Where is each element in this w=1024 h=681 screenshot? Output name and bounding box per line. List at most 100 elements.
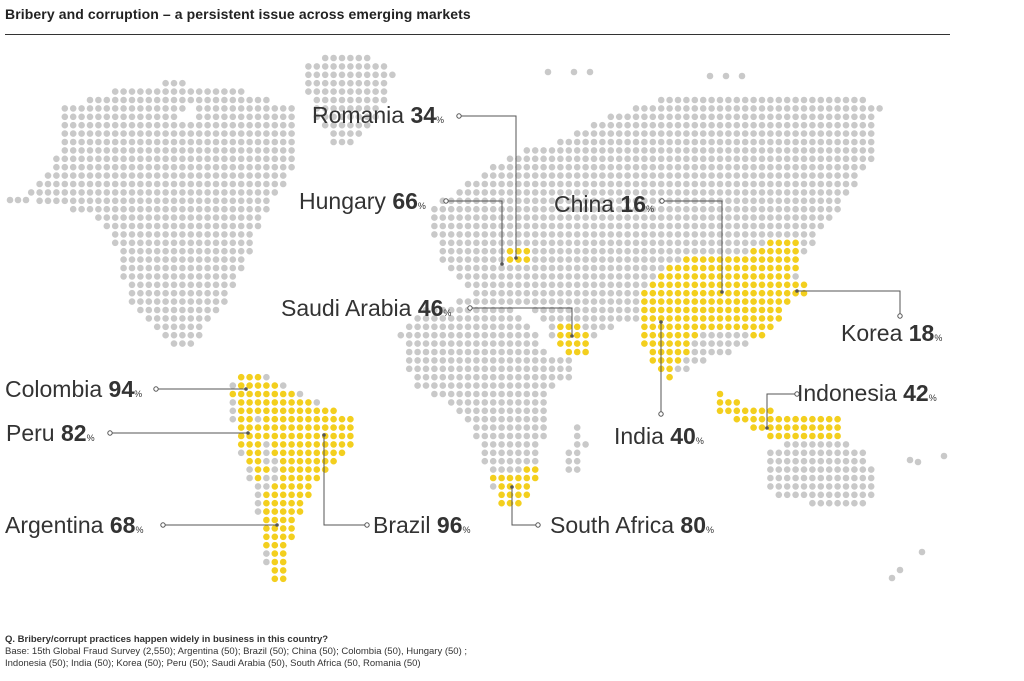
- land-dot: [221, 172, 228, 179]
- land-dot: [825, 180, 833, 188]
- land-dot: [162, 273, 169, 280]
- land-dot: [279, 172, 287, 179]
- land-dot: [624, 306, 631, 314]
- land-dot: [896, 566, 904, 574]
- land-dot: [515, 273, 522, 280]
- land-dot: [683, 222, 690, 230]
- highlight-dot: [674, 340, 682, 347]
- land-dot: [187, 323, 195, 331]
- highlight-dot: [296, 483, 304, 490]
- highlight-dot: [708, 315, 715, 322]
- land-dot: [128, 298, 136, 305]
- land-dot: [792, 273, 799, 280]
- country-name: Peru: [6, 420, 55, 446]
- land-dot: [263, 474, 270, 482]
- land-dot: [405, 323, 413, 331]
- highlight-dot: [330, 415, 337, 423]
- land-dot: [111, 155, 119, 163]
- land-dot: [153, 298, 161, 305]
- land-dot: [321, 54, 329, 62]
- land-dot: [800, 155, 808, 163]
- land-dot: [557, 180, 564, 188]
- land-dot: [313, 63, 321, 70]
- land-dot: [414, 315, 421, 322]
- land-dot: [439, 306, 447, 314]
- land-dot: [137, 281, 144, 289]
- land-dot: [170, 289, 178, 297]
- land-dot: [187, 273, 195, 280]
- land-dot: [624, 147, 631, 154]
- land-dot: [137, 180, 144, 188]
- land-dot: [498, 348, 505, 356]
- highlight-dot: [254, 441, 262, 448]
- land-dot: [128, 256, 136, 263]
- land-dot: [565, 247, 573, 255]
- land-dot: [137, 306, 144, 314]
- land-dot: [540, 407, 547, 415]
- land-dot: [783, 96, 791, 104]
- land-dot: [531, 147, 539, 154]
- land-dot: [775, 457, 783, 465]
- land-dot: [120, 197, 127, 205]
- highlight-dot: [288, 390, 295, 398]
- land-dot: [624, 281, 631, 289]
- land-dot: [809, 121, 816, 129]
- land-dot: [531, 432, 539, 440]
- land-dot: [246, 113, 253, 121]
- land-dot: [145, 315, 153, 322]
- land-dot: [347, 88, 354, 95]
- land-dot: [590, 306, 598, 314]
- highlight-dot: [725, 315, 732, 322]
- land-dot: [271, 189, 279, 196]
- land-dot: [708, 247, 715, 255]
- highlight-dot: [288, 424, 295, 431]
- land-dot: [187, 256, 195, 263]
- land-dot: [809, 172, 816, 179]
- land-dot: [254, 508, 262, 515]
- land-dot: [447, 222, 455, 230]
- highlight-dot: [809, 415, 816, 423]
- land-dot: [204, 264, 211, 272]
- land-dot: [699, 172, 707, 179]
- land-dot: [716, 163, 724, 171]
- land-dot: [78, 197, 85, 205]
- land-dot: [237, 172, 245, 179]
- highlight-dot: [657, 289, 665, 297]
- land-dot: [464, 189, 472, 196]
- highlight-dot: [263, 399, 270, 406]
- land-dot: [515, 231, 522, 238]
- highlight-dot: [649, 323, 657, 331]
- land-dot: [431, 382, 438, 389]
- land-dot: [103, 222, 111, 230]
- land-dot: [523, 457, 531, 465]
- land-dot: [792, 214, 799, 221]
- land-dot: [447, 357, 455, 364]
- land-dot: [212, 121, 220, 129]
- land-dot: [137, 130, 144, 137]
- land-dot: [153, 96, 161, 104]
- land-dot: [859, 113, 867, 121]
- land-dot: [498, 172, 505, 179]
- highlight-dot: [305, 441, 312, 448]
- highlight-dot: [733, 399, 741, 406]
- land-dot: [128, 222, 136, 230]
- land-dot: [498, 264, 505, 272]
- land-dot: [706, 72, 714, 80]
- land-dot: [162, 79, 169, 87]
- land-dot: [531, 256, 539, 263]
- highlight-dot: [775, 264, 783, 272]
- land-dot: [221, 247, 228, 255]
- highlight-dot: [750, 315, 757, 322]
- land-dot: [607, 180, 615, 188]
- highlight-dot: [305, 466, 312, 473]
- land-dot: [851, 96, 858, 104]
- land-dot: [666, 222, 673, 230]
- land-dot: [481, 365, 489, 373]
- land-dot: [573, 239, 581, 247]
- highlight-dot: [263, 407, 270, 415]
- page-title: Bribery and corruption – a persistent is…: [5, 6, 471, 22]
- land-dot: [573, 163, 581, 171]
- highlight-dot: [767, 407, 774, 415]
- land-dot: [540, 205, 547, 213]
- highlight-dot: [783, 289, 791, 297]
